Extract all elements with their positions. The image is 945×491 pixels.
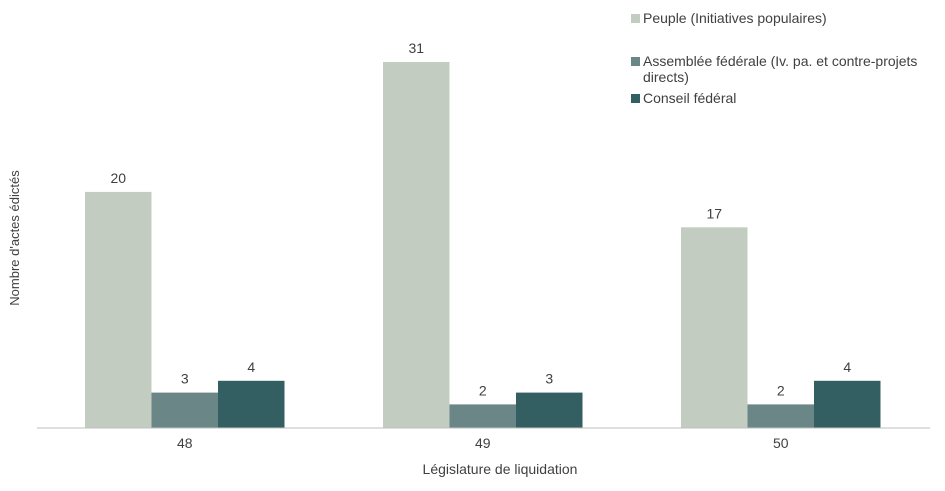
- legend-swatch-peuple: [631, 14, 640, 23]
- bar-50-series-0: [681, 227, 748, 428]
- data-label-49-series-1: 2: [479, 382, 487, 398]
- data-label-50-series-0: 17: [707, 205, 723, 221]
- legend-swatch-conseil: [631, 94, 640, 103]
- value-labels-layer: 20 3 4 31 2 3 17 2 4: [111, 40, 852, 398]
- data-label-50-series-2: 4: [843, 359, 851, 375]
- bars-layer: [85, 62, 881, 428]
- bar-49-series-0: [383, 62, 450, 428]
- bar-50-series-1: [747, 404, 814, 428]
- data-label-50-series-1: 2: [777, 382, 785, 398]
- x-tick-label-50: 50: [773, 435, 789, 451]
- bar-48-series-2: [218, 380, 285, 428]
- data-label-48-series-2: 4: [247, 359, 255, 375]
- legend-label-peuple: Peuple (Initiatives populaires): [643, 10, 827, 26]
- data-label-49-series-2: 3: [545, 371, 553, 387]
- x-tick-label-48: 48: [177, 435, 193, 451]
- data-label-48-series-0: 20: [111, 170, 127, 186]
- bar-49-series-1: [449, 404, 516, 428]
- legend-swatch-assemblee: [631, 57, 640, 66]
- y-axis-title: Nombre d'actes édictés: [7, 170, 22, 306]
- x-tick-label-49: 49: [475, 435, 491, 451]
- x-tick-labels-layer: 48 49 50: [177, 435, 789, 451]
- legend: Peuple (Initiatives populaires) Assemblé…: [631, 10, 921, 106]
- data-label-49-series-0: 31: [409, 40, 425, 56]
- bar-48-series-0: [85, 191, 152, 428]
- bar-48-series-1: [151, 392, 218, 428]
- bar-49-series-2: [516, 392, 583, 428]
- data-label-48-series-1: 3: [181, 371, 189, 387]
- x-axis-title: Législature de liquidation: [423, 461, 578, 477]
- legend-label-assemblee-line2: directs): [643, 69, 689, 85]
- legend-label-conseil: Conseil fédéral: [643, 90, 736, 106]
- legend-label-assemblee: Assemblée fédérale (Iv. pa. et contre-pr…: [643, 53, 921, 85]
- legend-label-assemblee-line1: Assemblée fédérale (Iv. pa. et contre-pr…: [643, 53, 917, 69]
- bar-50-series-2: [814, 380, 881, 428]
